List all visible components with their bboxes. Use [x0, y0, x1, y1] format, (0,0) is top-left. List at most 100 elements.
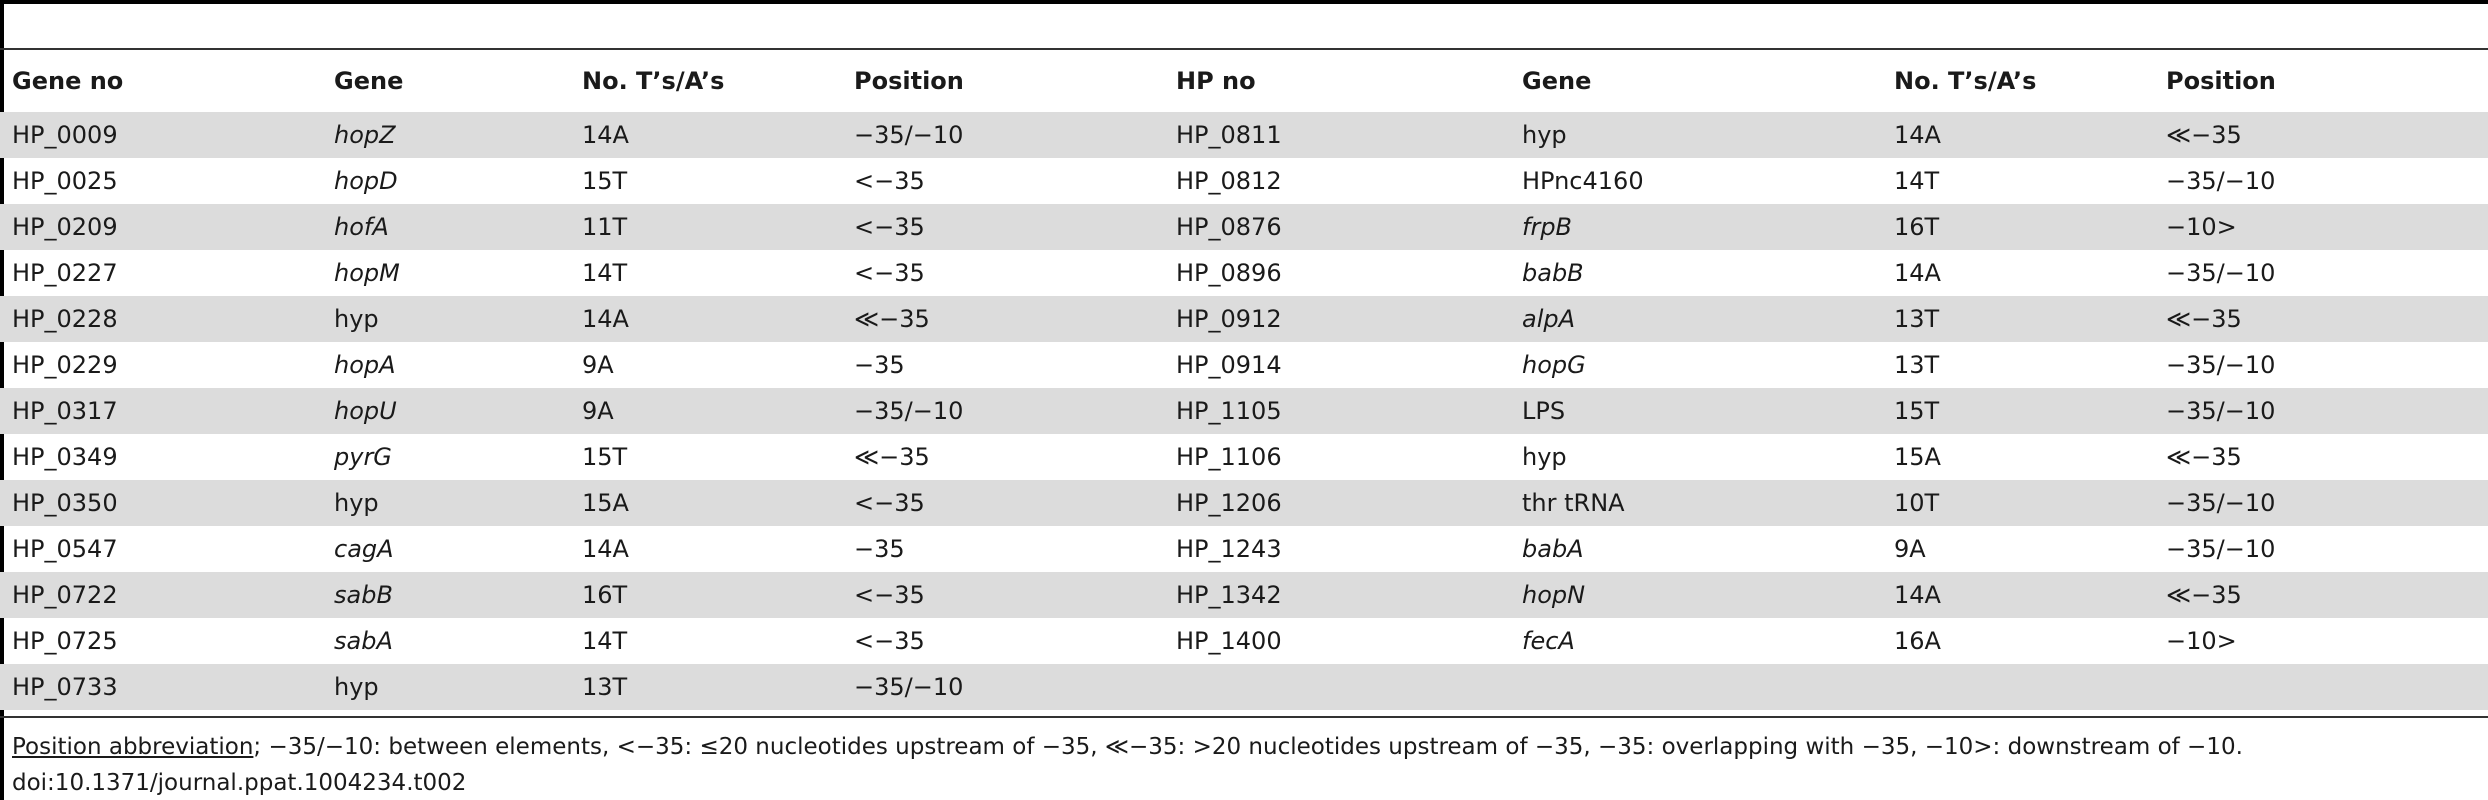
cell-gene-no: HP_0722 [0, 572, 322, 618]
doi-label: doi:10.1371/journal.ppat.1004234.t002 [12, 770, 467, 796]
cell-count-2: 14A [1882, 572, 2154, 618]
cell-position: <−35 [842, 572, 1164, 618]
cell-gene-2: frpB [1510, 204, 1882, 250]
cell-hp-no: HP_1400 [1176, 627, 1282, 655]
cell-gene: hopD [334, 167, 398, 195]
cell-gene: cagA [334, 535, 394, 563]
cell-position-2: −35/−10 [2166, 259, 2276, 287]
header-count: No. T’s/A’s [582, 67, 725, 95]
cell-count: 11T [570, 204, 842, 250]
cell-gene: hopZ [322, 112, 570, 158]
cell-gene-no: HP_0227 [12, 259, 118, 287]
cell-count: 14T [582, 259, 628, 287]
cell-gene-2: babA [1522, 535, 1584, 563]
cell-position-2: ≪−35 [2154, 572, 2488, 618]
table-row: HP_0009 hopZ 14A −35/−10 HP_0811 hyp 14A ≪−35 [0, 112, 2488, 158]
header-count-2: No. T’s/A’s [1894, 67, 2037, 95]
table-row: HP_0025 hopD 15T <−35 HP_0812 HPnc4160 14T −35/… [0, 158, 2488, 204]
cell-count: 14A [570, 296, 842, 342]
cell-gene: hopA [334, 351, 396, 379]
cell-count-2 [1882, 664, 2154, 710]
cell-gene-2: hopG [1522, 351, 1586, 379]
cell-count-2: 14A [1882, 112, 2154, 158]
cell-position-2: ≪−35 [2154, 296, 2488, 342]
cell-count-2: 14A [1894, 259, 1941, 287]
cell-hp-no: HP_0914 [1176, 351, 1282, 379]
table-row: HP_0209 hofA 11T <−35 HP_0876 frpB 16T −10> [0, 204, 2488, 250]
cell-count: 9A [570, 388, 842, 434]
table-bottom-rule [0, 716, 2488, 718]
cell-position-2 [2154, 664, 2488, 710]
cell-count: 14T [582, 627, 628, 655]
table-row: HP_0547 cagA 14A −35 HP_1243 babA 9A −35/−10 [0, 526, 2488, 572]
table-row: HP_0349 pyrG 15T ≪−35 HP_1106 hyp 15A ≪−35 [0, 434, 2488, 480]
cell-gene-no: HP_0547 [12, 535, 118, 563]
cell-position-2: −10> [2154, 204, 2488, 250]
cell-position: ≪−35 [842, 296, 1164, 342]
table-footnote: Position abbreviation; −35/−10: between … [12, 734, 2243, 760]
cell-position-2: −10> [2166, 627, 2237, 655]
cell-gene-2: hopN [1510, 572, 1882, 618]
cell-count-2: 9A [1894, 535, 1926, 563]
cell-gene: hyp [322, 664, 570, 710]
cell-gene-no: HP_0317 [0, 388, 322, 434]
cell-gene: hyp [322, 480, 570, 526]
footnote-abbreviation: Position abbreviation [12, 734, 254, 760]
cell-position: −35/−10 [842, 664, 1164, 710]
cell-position: −35/−10 [842, 388, 1164, 434]
cell-hp-no: HP_0896 [1176, 259, 1282, 287]
cell-hp-no: HP_1243 [1176, 535, 1282, 563]
cell-gene-no: HP_0229 [12, 351, 118, 379]
cell-count: 14A [570, 112, 842, 158]
table-row: HP_0227 hopM 14T <−35 HP_0896 babB 14A −35/−10 [0, 250, 2488, 296]
cell-count: 13T [570, 664, 842, 710]
cell-gene: hopU [322, 388, 570, 434]
cell-gene: sabB [322, 572, 570, 618]
cell-gene-no: HP_0733 [0, 664, 322, 710]
cell-gene-no: HP_0725 [12, 627, 118, 655]
table-body: HP_0009 hopZ 14A −35/−10 HP_0811 hyp 14A ≪−35 HP… [0, 112, 2488, 710]
cell-hp-no: HP_0811 [1164, 112, 1510, 158]
cell-count-2: 15T [1882, 388, 2154, 434]
table-row: HP_0733 hyp 13T −35/−10 [0, 664, 2488, 710]
cell-hp-no: HP_0812 [1176, 167, 1282, 195]
cell-position: ≪−35 [854, 443, 930, 471]
cell-count-2: 13T [1894, 351, 1940, 379]
cell-count-2: 16T [1882, 204, 2154, 250]
cell-gene-2: hyp [1510, 112, 1882, 158]
cell-gene: pyrG [334, 443, 392, 471]
cell-count-2: 10T [1882, 480, 2154, 526]
cell-position-2: −35/−10 [2166, 351, 2276, 379]
table-row: HP_0229 hopA 9A −35 HP_0914 hopG 13T −35/−10 [0, 342, 2488, 388]
cell-gene-2: LPS [1510, 388, 1882, 434]
cell-hp-no: HP_1342 [1164, 572, 1510, 618]
cell-count-2: 15A [1894, 443, 1941, 471]
cell-gene: hyp [322, 296, 570, 342]
cell-position: −35 [854, 351, 905, 379]
cell-gene-2: babB [1522, 259, 1584, 287]
cell-count: 16T [570, 572, 842, 618]
header-position: Position [854, 67, 964, 95]
cell-gene-2: HPnc4160 [1522, 167, 1644, 195]
cell-gene: hopM [334, 259, 400, 287]
cell-position-2: −35/−10 [2166, 167, 2276, 195]
cell-gene-no: HP_0009 [0, 112, 322, 158]
table-row: HP_0228 hyp 14A ≪−35 HP_0912 alpA 13T ≪−35 [0, 296, 2488, 342]
cell-position-2: −35/−10 [2166, 535, 2276, 563]
cell-hp-no: HP_0876 [1164, 204, 1510, 250]
cell-count: 14A [582, 535, 629, 563]
cell-count: 15T [582, 167, 628, 195]
cell-gene-2: hyp [1522, 443, 1567, 471]
cell-position: −35 [854, 535, 905, 563]
table-row: HP_0725 sabA 14T <−35 HP_1400 fecA 16A −10> [0, 618, 2488, 664]
cell-position: <−35 [842, 204, 1164, 250]
table-row: HP_0317 hopU 9A −35/−10 HP_1105 LPS 15T −35/−10 [0, 388, 2488, 434]
header-gene: Gene [334, 67, 404, 95]
cell-gene-2: alpA [1510, 296, 1882, 342]
cell-position-2: ≪−35 [2154, 112, 2488, 158]
cell-position: <−35 [854, 627, 925, 655]
top-border [0, 0, 2488, 4]
cell-gene-no: HP_0209 [0, 204, 322, 250]
cell-gene-2: thr tRNA [1510, 480, 1882, 526]
